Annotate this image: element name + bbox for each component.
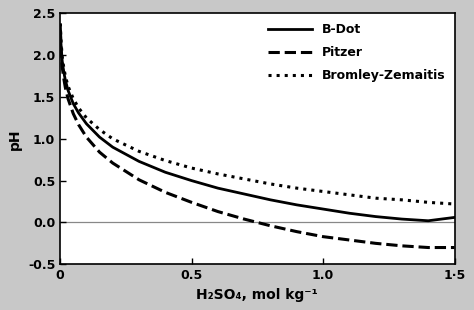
Pitzer	[97, 150, 102, 154]
Line: Pitzer: Pitzer	[60, 30, 455, 247]
Bromley-Zemaitis	[65, 84, 71, 88]
Pitzer	[71, 112, 76, 116]
Line: B-Dot: B-Dot	[60, 26, 455, 221]
Pitzer	[65, 97, 71, 100]
B-Dot	[83, 122, 89, 126]
Line: Bromley-Zemaitis: Bromley-Zemaitis	[60, 23, 455, 204]
B-Dot	[268, 198, 273, 202]
Bromley-Zemaitis	[71, 97, 76, 100]
B-Dot	[294, 203, 300, 207]
Bromley-Zemaitis	[425, 201, 431, 204]
Y-axis label: pH: pH	[9, 128, 22, 149]
Pitzer	[83, 135, 89, 139]
Bromley-Zemaitis	[136, 149, 142, 153]
Bromley-Zemaitis	[294, 186, 300, 190]
Pitzer	[215, 210, 221, 213]
B-Dot	[346, 211, 352, 215]
Pitzer	[57, 28, 63, 32]
Pitzer	[346, 238, 352, 242]
Pitzer	[110, 161, 116, 165]
Bromley-Zemaitis	[58, 37, 64, 40]
Pitzer	[63, 86, 68, 90]
B-Dot	[71, 102, 76, 105]
Pitzer	[189, 201, 194, 204]
Bromley-Zemaitis	[60, 59, 65, 63]
Bromley-Zemaitis	[83, 116, 89, 120]
B-Dot	[399, 217, 405, 221]
B-Dot	[59, 59, 65, 63]
Bromley-Zemaitis	[268, 182, 273, 186]
Bromley-Zemaitis	[373, 196, 379, 200]
Pitzer	[59, 55, 64, 59]
Bromley-Zemaitis	[59, 55, 65, 59]
B-Dot	[65, 88, 71, 92]
Pitzer	[294, 230, 300, 233]
Pitzer	[76, 123, 82, 126]
Bromley-Zemaitis	[320, 190, 326, 193]
Bromley-Zemaitis	[399, 198, 405, 202]
Bromley-Zemaitis	[346, 193, 352, 197]
B-Dot	[189, 179, 194, 183]
B-Dot	[373, 215, 379, 219]
B-Dot	[110, 145, 116, 149]
Pitzer	[61, 78, 67, 82]
Legend: B-Dot, Pitzer, Bromley-Zemaitis: B-Dot, Pitzer, Bromley-Zemaitis	[263, 18, 451, 87]
B-Dot	[61, 72, 67, 75]
B-Dot	[425, 219, 431, 223]
Bromley-Zemaitis	[97, 128, 102, 131]
B-Dot	[59, 49, 64, 53]
B-Dot	[76, 111, 82, 115]
Pitzer	[373, 241, 379, 245]
Bromley-Zemaitis	[57, 21, 63, 25]
Pitzer	[452, 246, 457, 249]
Bromley-Zemaitis	[241, 177, 247, 181]
Pitzer	[425, 246, 431, 249]
Pitzer	[399, 244, 405, 248]
Bromley-Zemaitis	[452, 202, 457, 206]
B-Dot	[97, 135, 102, 139]
Bromley-Zemaitis	[110, 137, 116, 141]
Bromley-Zemaitis	[189, 166, 194, 170]
Pitzer	[136, 178, 142, 182]
Pitzer	[320, 235, 326, 238]
Bromley-Zemaitis	[215, 172, 221, 176]
Bromley-Zemaitis	[163, 159, 168, 162]
Pitzer	[59, 65, 65, 69]
B-Dot	[136, 160, 142, 163]
B-Dot	[163, 170, 168, 174]
B-Dot	[60, 63, 65, 67]
Bromley-Zemaitis	[59, 45, 64, 49]
B-Dot	[452, 215, 457, 219]
B-Dot	[58, 41, 64, 44]
X-axis label: H₂SO₄, mol kg⁻¹: H₂SO₄, mol kg⁻¹	[196, 288, 318, 302]
Bromley-Zemaitis	[61, 68, 67, 71]
B-Dot	[241, 192, 247, 196]
Bromley-Zemaitis	[63, 74, 68, 78]
B-Dot	[57, 24, 63, 28]
Pitzer	[60, 69, 65, 73]
B-Dot	[63, 78, 68, 82]
Pitzer	[58, 46, 64, 50]
B-Dot	[215, 186, 221, 190]
Pitzer	[241, 217, 247, 221]
Bromley-Zemaitis	[76, 106, 82, 110]
Pitzer	[268, 224, 273, 228]
Pitzer	[163, 190, 168, 194]
B-Dot	[320, 207, 326, 211]
